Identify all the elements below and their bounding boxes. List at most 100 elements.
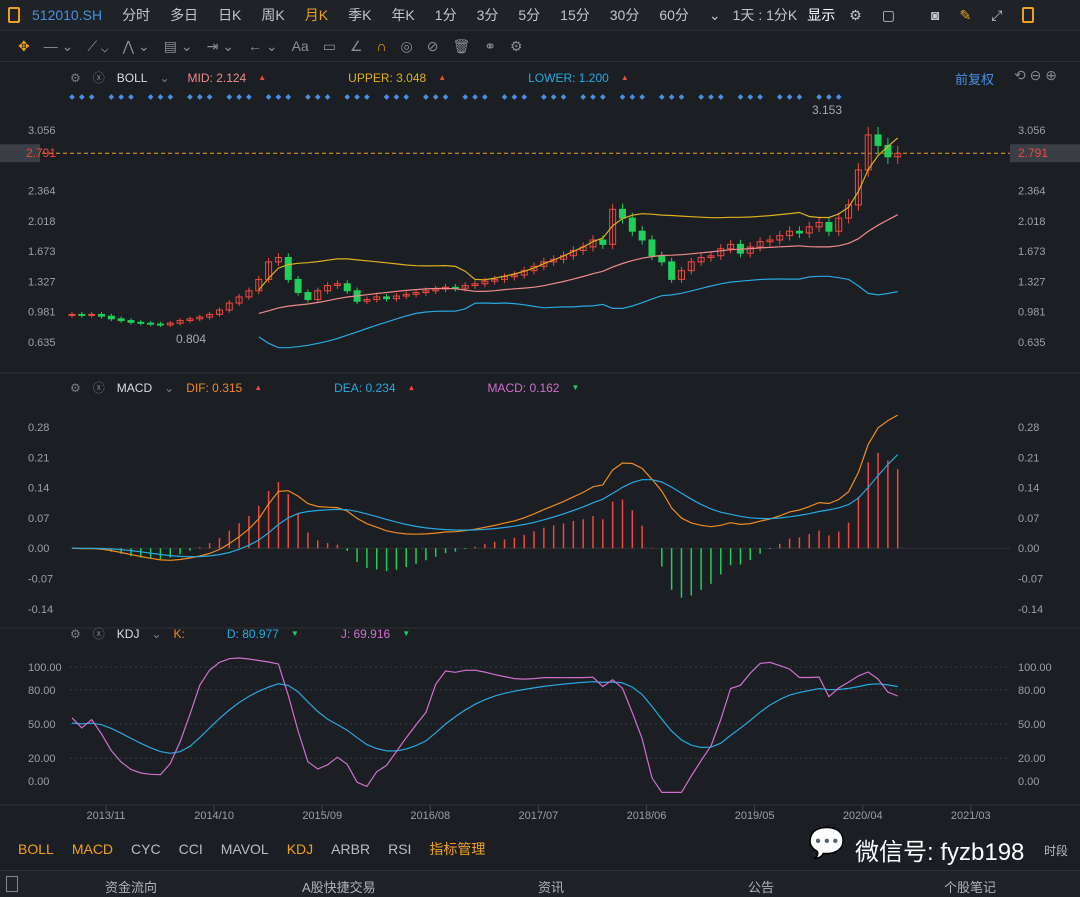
y-tick-label-right: 1.673 — [1018, 246, 1046, 258]
candle-body — [324, 285, 332, 292]
indicator-manage-button[interactable]: 指标管理 — [429, 841, 486, 857]
wave-icon[interactable]: ⋀ ⌄ — [122, 37, 150, 54]
chevron-down-icon[interactable]: ⌄ — [159, 70, 170, 85]
hide-icon[interactable]: ⊘ — [426, 37, 439, 54]
period-tab[interactable]: 60分 — [659, 7, 689, 23]
indicator-tab[interactable]: BOLL — [18, 841, 54, 857]
y-tick-label-right: 2.364 — [1018, 186, 1046, 198]
signal-marker — [285, 94, 292, 100]
candle-body — [294, 278, 302, 294]
y-tick-label-right: 20.00 — [1018, 753, 1046, 765]
period-tab[interactable]: 多日 — [170, 7, 199, 23]
signal-marker — [629, 94, 636, 100]
chart-area[interactable]: 2013/11 2014/10 2015/09 2016/08 2017/07 2018/… — [0, 0, 1080, 835]
range-icon[interactable]: ⇥ ⌄ — [206, 37, 234, 54]
candle-body — [550, 258, 558, 263]
candle-body — [884, 144, 892, 158]
panel-icon[interactable] — [1022, 7, 1035, 23]
candle-body — [589, 239, 597, 248]
channel-icon[interactable]: ⟋ ⌄ — [87, 37, 109, 54]
indicator-tab[interactable]: RSI — [388, 841, 412, 857]
period-tab[interactable]: 30分 — [609, 7, 640, 23]
close-icon[interactable]: ⓧ — [92, 627, 105, 641]
settings-icon[interactable]: ⚙ — [510, 37, 523, 54]
phone-icon[interactable] — [6, 876, 18, 892]
display-select[interactable]: 显示 — [807, 7, 836, 23]
settings-icon[interactable]: ⚙ — [70, 70, 81, 85]
period-tab[interactable]: 周K — [261, 7, 285, 23]
indicator-tab[interactable]: MAVOL — [220, 841, 269, 857]
trash-icon[interactable]: 🗑 — [452, 37, 471, 54]
close-icon[interactable]: ⓧ — [92, 381, 105, 395]
indicator-tab[interactable]: ARBR — [331, 841, 371, 857]
bottom-tab[interactable]: 个股笔记 — [944, 880, 997, 895]
settings-icon[interactable]: ⚙ — [849, 6, 862, 23]
candle-body — [697, 257, 705, 263]
period-tab[interactable]: 15分 — [560, 7, 590, 23]
candle-body — [127, 320, 135, 323]
y-tick-label-left: 0.14 — [28, 483, 49, 495]
period-tab[interactable]: 分时 — [122, 7, 151, 23]
boll-name[interactable]: BOLL — [116, 70, 148, 85]
bottom-tab[interactable]: 公告 — [748, 880, 775, 895]
candle-body — [314, 290, 322, 301]
candle-body — [609, 208, 617, 245]
magnet-icon[interactable]: ∩ — [376, 38, 387, 54]
sidebar-toggle-icon[interactable] — [8, 7, 20, 23]
indicator-tab[interactable]: CCI — [178, 841, 203, 857]
bottom-tab[interactable]: A股快捷交易 — [302, 880, 376, 895]
link-icon[interactable]: ⚭ — [484, 37, 497, 54]
layout-icon[interactable]: ▢ — [881, 6, 896, 23]
text-icon[interactable]: Aa — [291, 38, 309, 54]
macd-dif: DIF: 0.315 — [186, 380, 243, 395]
candle-body — [265, 261, 273, 280]
adjust-button[interactable]: 前复权 — [955, 72, 995, 87]
close-icon[interactable]: ⓧ — [92, 71, 105, 85]
period-tab[interactable]: 季K — [348, 7, 372, 23]
indicator-tab[interactable]: KDJ — [286, 841, 314, 857]
kdj-name[interactable]: KDJ — [116, 626, 140, 641]
signal-marker — [668, 94, 675, 100]
period-more-chevron-icon[interactable]: ⌄ — [708, 6, 721, 23]
indicator-tab[interactable]: CYC — [131, 841, 161, 857]
signal-marker — [364, 94, 370, 100]
kdj-k: K: — [173, 626, 185, 641]
signal-marker — [826, 94, 832, 100]
candle-body — [88, 313, 96, 316]
x-tick-label: 2018/06 — [627, 810, 667, 822]
chevron-down-icon[interactable]: ⌄ — [151, 626, 162, 641]
period-tab[interactable]: 日K — [218, 7, 242, 23]
fullscreen-icon[interactable]: ⤢ — [991, 6, 1003, 23]
period-tab[interactable]: 月K — [304, 7, 329, 23]
arrow-icon[interactable]: ← ⌄ — [247, 37, 278, 54]
signal-marker — [206, 94, 213, 100]
pencil-icon[interactable]: ✎ — [959, 6, 972, 23]
move-icon[interactable]: ✥ — [18, 37, 30, 54]
line-icon[interactable]: — ⌄ — [43, 37, 74, 54]
symbol-code[interactable]: 512010.SH — [32, 7, 103, 23]
period-tab[interactable]: 3分 — [476, 7, 499, 23]
angle-icon[interactable]: ∠ — [349, 37, 363, 54]
fib-icon[interactable]: ▤ ⌄ — [163, 37, 193, 54]
eye-icon[interactable]: ◎ — [400, 37, 413, 54]
zoom-controls[interactable]: ⟲ ⊖ ⊕ — [1014, 67, 1057, 83]
camera-icon[interactable]: ◙ — [931, 7, 940, 23]
high-price-label: 3.153 — [812, 103, 842, 117]
macd-name[interactable]: MACD — [116, 380, 153, 395]
y-tick-label-right: -0.07 — [1018, 574, 1043, 586]
settings-icon[interactable]: ⚙ — [70, 626, 81, 641]
kdj-d-line — [71, 681, 898, 754]
signal-marker — [432, 94, 439, 100]
chevron-down-icon[interactable]: ⌄ — [164, 380, 175, 395]
period-tab[interactable]: 1分 — [434, 7, 457, 23]
range-select[interactable]: 1天 : 1分K — [732, 7, 798, 23]
time-segment-button[interactable]: 时段 — [1044, 844, 1069, 858]
period-tab[interactable]: 年K — [391, 7, 415, 23]
signal-marker — [776, 94, 783, 100]
bottom-tab[interactable]: 资金流向 — [105, 880, 158, 895]
indicator-tab[interactable]: MACD — [71, 841, 114, 857]
bottom-tab[interactable]: 资讯 — [538, 880, 565, 895]
period-tab[interactable]: 5分 — [518, 7, 541, 23]
settings-icon[interactable]: ⚙ — [70, 380, 81, 395]
comment-icon[interactable]: ▭ — [322, 37, 336, 54]
